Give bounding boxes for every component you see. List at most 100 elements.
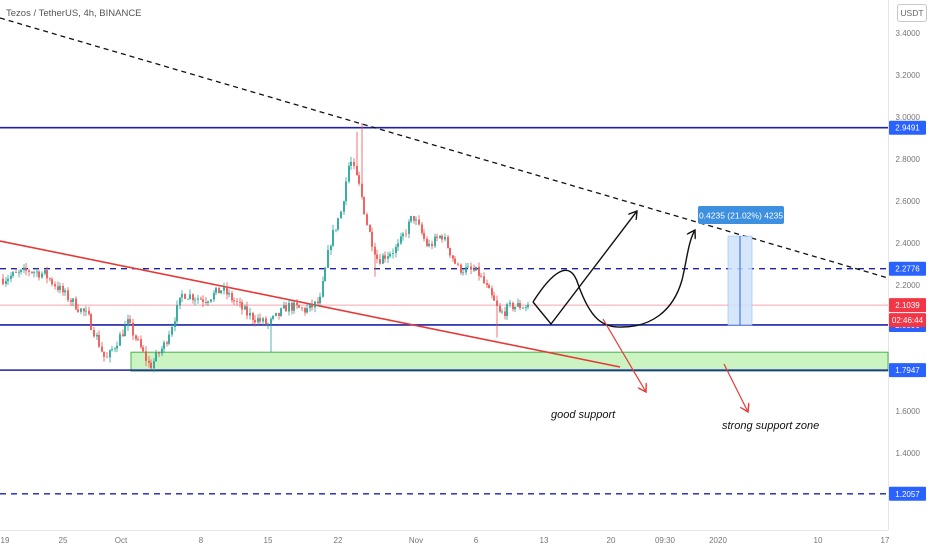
candle-body	[166, 342, 168, 344]
zone-bottom-price-label-badge	[889, 363, 926, 378]
candle-body	[101, 346, 103, 352]
candle-body	[298, 305, 300, 308]
candle-body	[200, 298, 202, 300]
candle-body	[335, 229, 337, 231]
measure-label-box	[698, 206, 784, 224]
time-tick-label: Nov	[409, 536, 423, 545]
candle-body	[213, 292, 215, 300]
current-price-label-badge	[889, 298, 926, 313]
candle-body	[363, 196, 365, 215]
candle-body	[254, 319, 256, 323]
candle-body	[36, 271, 38, 273]
candle-body	[428, 243, 430, 246]
support-zone[interactable]	[130, 351, 889, 372]
price-tick-label: 1.6000	[896, 407, 921, 416]
candle-body	[488, 284, 490, 289]
candle-body	[220, 290, 222, 294]
candle-body	[324, 267, 326, 282]
candle-body	[184, 294, 186, 299]
candle-body	[215, 287, 217, 293]
candle-body	[504, 311, 506, 317]
lower-price-label-badge	[889, 486, 926, 501]
candle-body	[226, 286, 228, 295]
candle-body	[522, 307, 524, 309]
candle-body	[337, 218, 339, 230]
candle-body	[374, 246, 376, 255]
candle-body	[470, 266, 472, 270]
time-tick-label: Oct	[115, 536, 128, 545]
candlestick-series[interactable]	[2, 123, 529, 373]
candle-body	[389, 253, 391, 257]
candle-body	[444, 236, 446, 240]
candle-body	[309, 303, 311, 309]
candle-body	[132, 322, 134, 336]
candle-body	[293, 302, 295, 311]
candle-body	[291, 302, 293, 311]
candle-body	[23, 267, 25, 270]
time-tick-label: 15	[264, 536, 273, 545]
candle-body	[181, 294, 183, 298]
candle-body	[371, 231, 373, 247]
candle-body	[241, 302, 243, 310]
price-tick-label: 3.4000	[896, 29, 921, 38]
candle-body	[517, 303, 519, 307]
candle-body	[116, 345, 118, 349]
mid-resistance-price-label: 2.2776	[895, 265, 920, 274]
red-down-arrow-1[interactable]	[602, 318, 646, 392]
forecast-curve-arrow[interactable]	[532, 230, 695, 328]
candle-body	[379, 258, 381, 264]
candle-body	[62, 285, 64, 293]
candle-body	[246, 306, 248, 316]
candle-body	[205, 302, 207, 303]
candle-body	[436, 236, 438, 238]
candle-body	[163, 342, 165, 349]
candle-body	[259, 318, 261, 322]
candle-body	[223, 286, 225, 291]
candle-body	[509, 302, 511, 305]
candle-body	[150, 362, 152, 369]
candle-body	[72, 298, 74, 302]
price-levels[interactable]	[0, 126, 888, 495]
candle-body	[85, 310, 87, 312]
candle-body	[434, 236, 436, 247]
candle-body	[415, 219, 417, 221]
candle-body	[462, 272, 464, 274]
candle-body	[311, 303, 313, 308]
candle-body	[239, 302, 241, 303]
candle-body	[288, 302, 290, 312]
candle-body	[376, 254, 378, 259]
candle-body	[46, 270, 48, 279]
candle-body	[304, 308, 306, 313]
price-tick-label: 2.6000	[896, 197, 921, 206]
time-tick-label: 25	[59, 536, 68, 545]
candle-body	[137, 339, 139, 340]
candle-body	[158, 352, 160, 354]
candle-body	[460, 264, 462, 273]
candle-body	[345, 181, 347, 202]
candle-body	[231, 293, 233, 301]
currency-button[interactable]: USDT	[897, 4, 927, 22]
forecast-bounce-arrow[interactable]	[532, 211, 637, 326]
candle-body	[478, 266, 480, 276]
descending-trendline[interactable]	[0, 17, 889, 279]
candle-body	[142, 347, 144, 352]
price-tick-label: 3.2000	[896, 71, 921, 80]
strong-support-zone-label: strong support zone	[722, 420, 819, 432]
candle-body	[2, 278, 4, 284]
candle-body	[236, 301, 238, 303]
candle-body	[267, 323, 269, 325]
time-tick-label: 09:30	[655, 536, 676, 545]
time-axis[interactable]: 19 25 Oct 8 15 22 Nov 6 13 20 09:30 2020 10 17	[1, 536, 890, 545]
candle-body	[285, 305, 287, 312]
candle-body	[317, 301, 319, 304]
candle-body	[465, 267, 467, 273]
candle-body	[491, 288, 493, 296]
candle-body	[161, 348, 163, 354]
time-tick-label: 8	[199, 536, 204, 545]
candle-body	[129, 319, 131, 323]
candle-body	[171, 326, 173, 335]
red-down-arrow-2[interactable]	[723, 363, 748, 412]
candle-body	[499, 305, 501, 312]
candle-body	[278, 312, 280, 316]
